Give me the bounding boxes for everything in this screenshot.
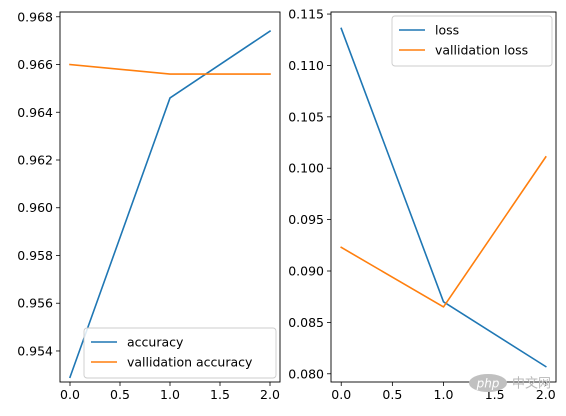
legend-box [391,15,553,67]
series-line-vallidation-loss [340,155,547,308]
series-line-accuracy [68,29,272,379]
watermark-text: 中文网 [512,377,551,392]
legend-label: loss [435,23,459,38]
legend-label: accuracy [127,335,184,350]
x-tick-label: 1.0 [434,387,454,402]
axes-frame [59,11,281,383]
x-tick-label: 0.0 [60,387,80,402]
y-tick-label: 0.080 [288,366,324,381]
y-tick-label: 0.095 [288,212,324,227]
x-tick-label: 0.0 [331,387,351,402]
y-tick-label: 0.954 [17,343,53,358]
y-tick-label: 0.085 [288,315,324,330]
x-tick-label: 0.5 [110,387,130,402]
loss-panel: 0.0 0.5 1.0 1.5 2.00.0800.0850.0900.0950.100… [288,7,557,402]
y-tick-label: 0.090 [288,264,324,279]
y-tick-label: 0.956 [17,296,53,311]
y-tick-label: 0.110 [288,58,324,73]
y-tick-label: 0.100 [288,161,324,176]
legend: loss vallidation loss [391,15,553,67]
x-tick-label: 2.0 [536,387,556,402]
y-tick-label: 0.968 [17,9,53,24]
series-line-loss [340,27,547,368]
watermark-logo-text: php [476,377,500,391]
watermark-logo-icon [469,374,507,392]
legend-label: vallidation loss [435,43,528,58]
y-tick-label: 0.960 [17,200,53,215]
legend-label: vallidation accuracy [127,355,253,370]
x-tick-label: 1.0 [160,387,180,402]
series-line-vallidation-accuracy [69,63,271,75]
legend: accuracy vallidation accuracy [83,327,277,379]
x-tick-label: 0.5 [382,387,402,402]
y-tick-label: 0.964 [17,105,53,120]
legend-box [83,327,277,379]
y-tick-label: 0.966 [17,57,53,72]
y-tick-label: 0.962 [17,153,53,168]
y-tick-label: 0.115 [288,7,324,22]
y-tick-label: 0.958 [17,248,53,263]
y-tick-label: 0.105 [288,109,324,124]
accuracy-panel: 0.0 0.5 1.0 1.5 2.0 0.954 0.956 0.958 0.960 0.962… [17,9,281,402]
axes-frame [330,11,557,383]
watermark: php 中文网 [469,374,551,392]
x-tick-label: 1.5 [210,387,230,402]
x-tick-label: 2.0 [260,387,280,402]
